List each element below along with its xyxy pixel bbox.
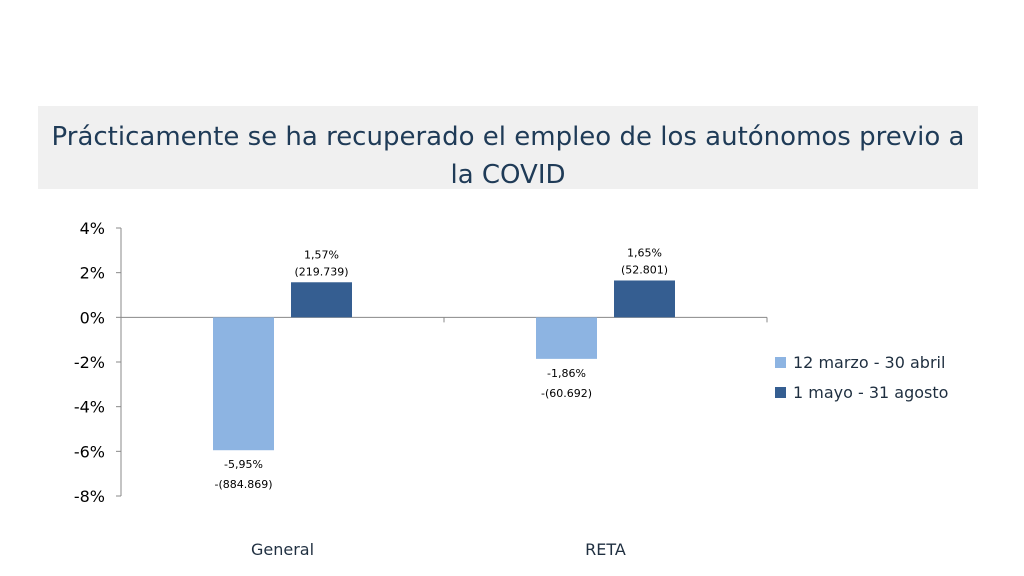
data-label-percent: 1,65%	[627, 246, 662, 259]
bar-series-2	[614, 280, 675, 318]
data-label-percent: 1,57%	[304, 248, 339, 261]
legend-item-series-1: 12 marzo - 30 abril	[775, 347, 948, 377]
data-label-percent: -1,86%	[547, 367, 586, 380]
y-tick-label: 4%	[80, 219, 105, 238]
legend-swatch-series-1	[775, 356, 786, 368]
bar-series-2	[291, 282, 352, 318]
chart-title: Prácticamente se ha recuperado el empleo…	[51, 122, 965, 190]
data-label-absolute: -(60.692)	[541, 387, 592, 400]
data-label-absolute: (219.739)	[294, 265, 348, 278]
data-label-percent: -5,95%	[224, 458, 263, 471]
y-tick-label: 0%	[80, 308, 105, 327]
legend-label-series-2: 1 mayo - 31 agosto	[793, 382, 949, 402]
y-tick-label: -6%	[74, 442, 105, 461]
data-label-absolute: -(884.869)	[214, 478, 272, 491]
legend: 12 marzo - 30 abril 1 mayo - 31 agosto	[775, 347, 948, 407]
y-tick-label: -2%	[74, 353, 105, 372]
y-tick-label: 2%	[80, 264, 105, 283]
data-label-absolute: (52.801)	[621, 263, 668, 276]
y-tick-label: -8%	[74, 487, 105, 506]
category-label: RETA	[585, 540, 626, 559]
legend-swatch-series-2	[775, 386, 786, 398]
category-label: General	[251, 540, 314, 559]
y-tick-label: -4%	[74, 398, 105, 417]
legend-label-series-1: 12 marzo - 30 abril	[793, 352, 946, 372]
bar-series-1	[213, 317, 274, 451]
title-band: Prácticamente se ha recuperado el empleo…	[38, 106, 978, 190]
legend-item-series-2: 1 mayo - 31 agosto	[775, 377, 948, 407]
bar-series-1	[536, 317, 597, 359]
